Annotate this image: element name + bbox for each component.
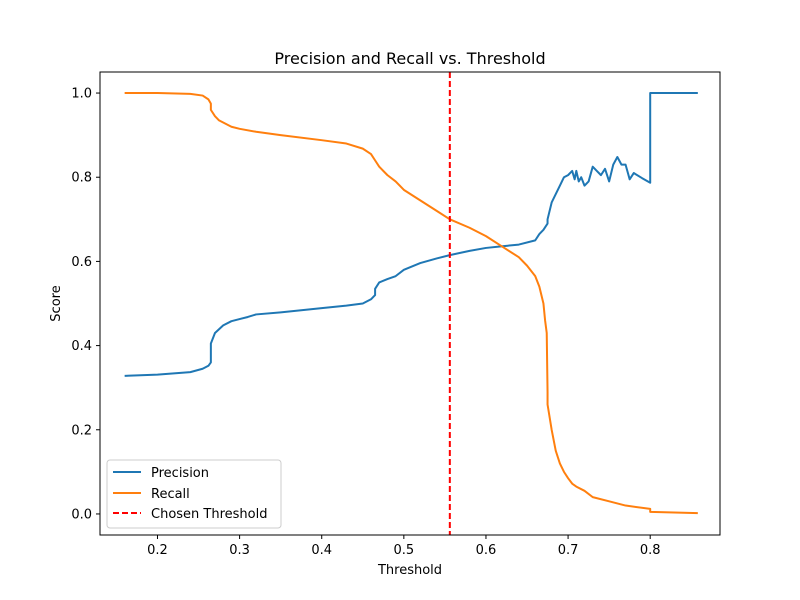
x-tick-label: 0.3 [229, 543, 250, 558]
y-tick-label: 0.2 [71, 423, 92, 438]
x-tick-label: 0.8 [640, 543, 661, 558]
y-tick-label: 0.0 [71, 507, 92, 522]
legend-label-precision: Precision [151, 466, 209, 481]
y-axis-label: Score [49, 285, 64, 321]
x-tick-label: 0.2 [147, 543, 168, 558]
series-layer [124, 72, 698, 535]
x-axis-ticks: 0.2 0.3 0.4 0.5 0.6 0.7 0.8 [147, 535, 661, 558]
legend: Precision Recall Chosen Threshold [106, 459, 282, 529]
precision-line [124, 92, 698, 377]
plot-frame [99, 71, 721, 536]
x-tick-label: 0.7 [558, 543, 579, 558]
x-tick-label: 0.6 [476, 543, 497, 558]
y-tick-label: 1.0 [71, 87, 92, 102]
chart-title: Precision and Recall vs. Threshold [274, 49, 545, 68]
legend-label-recall: Recall [151, 487, 190, 502]
x-tick-label: 0.5 [393, 543, 414, 558]
y-tick-label: 0.8 [71, 171, 92, 186]
x-tick-label: 0.4 [311, 543, 332, 558]
y-tick-label: 0.6 [71, 255, 92, 270]
y-tick-label: 0.4 [71, 339, 92, 354]
recall-line [124, 92, 698, 515]
legend-label-chosen-threshold: Chosen Threshold [151, 507, 267, 522]
x-axis-label: Threshold [377, 563, 442, 578]
legend-box [106, 459, 282, 529]
y-axis-ticks: 0.0 0.2 0.4 0.6 0.8 1.0 [71, 87, 100, 522]
